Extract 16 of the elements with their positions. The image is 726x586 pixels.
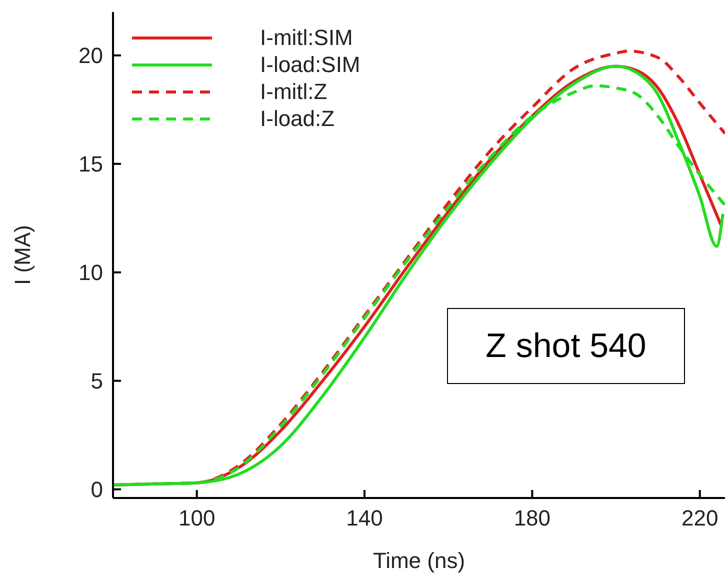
x-tick-label: 100 <box>178 506 216 531</box>
legend-label: I-mitl:SIM <box>260 24 353 50</box>
y-axis-title: I (MA) <box>10 225 35 285</box>
y-tick-label: 5 <box>90 368 103 394</box>
x-tick-label: 180 <box>514 506 551 531</box>
y-tick-label: 15 <box>78 152 103 177</box>
x-tick-label: 220 <box>681 506 718 531</box>
legend-label: I-load:Z <box>260 106 335 132</box>
legend-label: I-mitl:Z <box>260 78 328 104</box>
x-axis-title: Time (ns) <box>372 548 466 573</box>
y-tick-label: 20 <box>78 43 103 68</box>
y-tick-label: 10 <box>78 260 103 286</box>
x-tick-label: 140 <box>346 506 383 531</box>
legend-label: I-load:SIM <box>260 52 360 78</box>
annotation: Z shot 540 <box>447 308 685 384</box>
y-tick-label: 0 <box>90 477 103 502</box>
